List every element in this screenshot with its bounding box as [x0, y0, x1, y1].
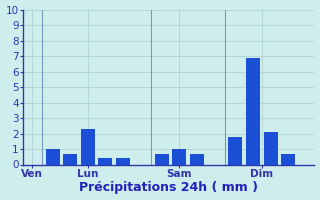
- Bar: [155, 154, 169, 164]
- Bar: [98, 158, 112, 164]
- X-axis label: Précipitations 24h ( mm ): Précipitations 24h ( mm ): [79, 181, 258, 194]
- Bar: [172, 149, 186, 164]
- Bar: [228, 137, 243, 164]
- Bar: [281, 154, 295, 164]
- Bar: [263, 132, 277, 164]
- Bar: [63, 154, 77, 164]
- Bar: [46, 149, 60, 164]
- Bar: [116, 158, 130, 164]
- Bar: [246, 58, 260, 164]
- Bar: [81, 129, 95, 164]
- Bar: [190, 154, 204, 164]
